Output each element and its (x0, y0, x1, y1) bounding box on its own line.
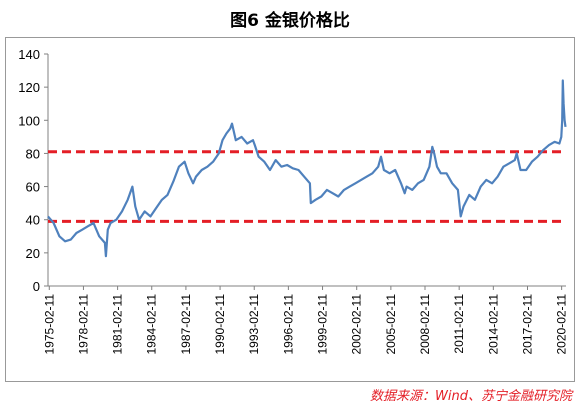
y-tick-label: 20 (26, 246, 40, 261)
x-tick-label: 1984-02-11 (145, 294, 159, 355)
x-tick-label: 1975-02-11 (42, 294, 56, 355)
y-tick-label: 80 (26, 146, 40, 161)
x-tick-label: 2014-02-11 (486, 294, 500, 355)
x-tick-label: 1999-02-11 (316, 294, 330, 355)
x-tick-label: 2020-02-11 (555, 294, 569, 355)
y-tick-label: 60 (26, 180, 40, 195)
x-tick-label: 1996-02-11 (281, 294, 295, 355)
x-tick-label: 1978-02-11 (76, 294, 90, 355)
series-group (47, 79, 567, 258)
source-note: 数据来源：Wind、苏宁金融研究院 (370, 389, 572, 404)
chart-title: 图6 金银价格比 (230, 11, 350, 31)
reference-lines (48, 150, 566, 223)
x-tick-label: 1990-02-11 (213, 294, 227, 355)
x-tick-label: 1981-02-11 (111, 294, 125, 355)
y-tick-label: 40 (26, 213, 40, 228)
x-tick-label: 2017-02-11 (521, 294, 535, 355)
x-tick-label: 2002-02-11 (350, 294, 364, 355)
y-axis: 0 20 40 60 80 100 120 140 (18, 47, 49, 294)
y-tick-label: 120 (18, 80, 40, 95)
y-tick-label: 100 (18, 113, 40, 128)
x-tick-label: 1993-02-11 (247, 294, 261, 355)
x-tick-label: 2005-02-11 (384, 294, 398, 355)
y-tick-label: 0 (33, 279, 40, 294)
x-tick-label: 1987-02-11 (179, 294, 193, 355)
chart-frame (5, 37, 575, 382)
x-tick-label: 2011-02-11 (452, 294, 466, 354)
series-line (47, 79, 567, 258)
x-axis: 1975-02-11 1978-02-11 1981-02-11 1984-02-11… (42, 285, 569, 355)
x-tick-label: 2008-02-11 (418, 294, 432, 355)
y-tick-label: 140 (18, 47, 40, 62)
